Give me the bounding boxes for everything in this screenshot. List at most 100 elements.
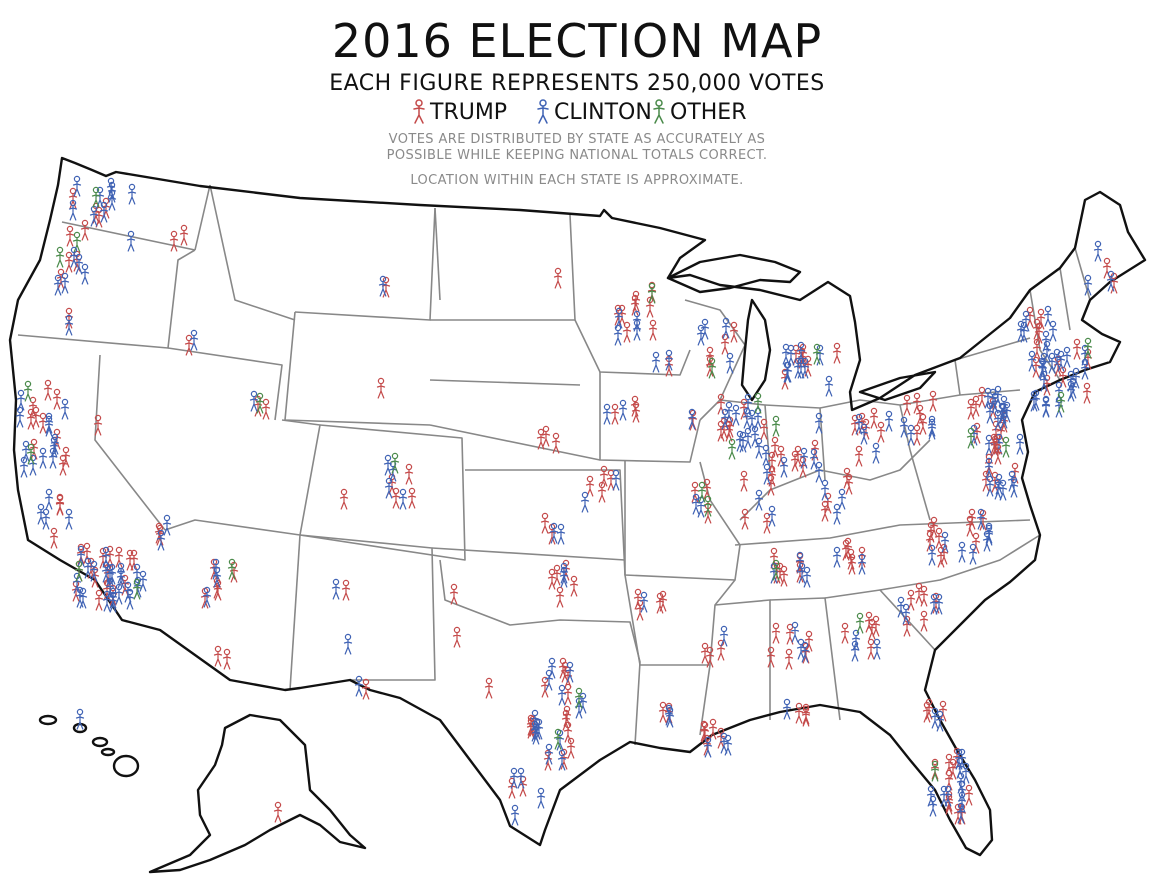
clinton-voter-figure — [123, 581, 133, 603]
state-border — [17, 249, 196, 349]
clinton-voter-figure — [331, 578, 341, 600]
other-voter-figure — [91, 186, 101, 208]
trump-voter-figure — [977, 386, 987, 408]
clinton-voter-figure — [76, 545, 86, 567]
clinton-voter-figure — [993, 409, 1003, 431]
clinton-voter-figure — [1031, 389, 1041, 411]
trump-voter-figure — [854, 445, 864, 467]
state-border — [299, 534, 436, 681]
trump-voter-figure — [762, 512, 772, 534]
clinton-voter-figure — [632, 319, 642, 341]
clinton-voter-figure — [725, 352, 735, 374]
trump-voter-figure — [599, 465, 609, 487]
state-border — [739, 439, 931, 521]
trump-voter-figure — [919, 585, 929, 607]
trump-voter-figure — [876, 421, 886, 443]
other-voter-figure — [255, 392, 265, 414]
clinton-voter-figure — [565, 661, 575, 683]
trump-voter-figure — [407, 487, 417, 509]
other-voter-figure — [390, 452, 400, 474]
trump-voter-figure — [536, 428, 546, 450]
other-voter-figure — [23, 380, 33, 402]
clinton-voter-figure — [1016, 320, 1026, 342]
other-voter-figure — [74, 560, 84, 582]
clinton-voter-figure — [83, 557, 93, 579]
trump-voter-figure — [769, 547, 779, 569]
mainland-outline — [8, 156, 1147, 857]
clinton-voter-figure — [557, 684, 567, 706]
trump-voter-figure — [790, 450, 800, 472]
clinton-voter-figure — [750, 425, 760, 447]
trump-voter-figure — [804, 630, 814, 652]
other-voter-figure — [930, 760, 940, 782]
clinton-voter-figure — [800, 357, 810, 379]
clinton-voter-figure — [1056, 350, 1066, 372]
clinton-voter-figure — [639, 591, 649, 613]
trump-voter-figure — [566, 737, 576, 759]
legend: TRUMP CLINTON OTHER — [412, 98, 752, 126]
clinton-voter-figure — [1071, 367, 1081, 389]
clinton-voter-figure — [36, 503, 46, 525]
state-border — [879, 534, 1041, 591]
clinton-voter-figure — [985, 475, 995, 497]
clinton-voter-figure — [1083, 274, 1093, 296]
trump-voter-figure — [404, 463, 414, 485]
clinton-voter-figure — [1015, 433, 1025, 455]
state-border — [167, 347, 283, 421]
trump-voter-figure — [966, 398, 976, 420]
clinton-voter-figure — [53, 274, 63, 296]
clinton-voter-figure — [549, 522, 559, 544]
clinton-voter-figure — [383, 454, 393, 476]
trump-voter-figure — [540, 676, 550, 698]
clinton-voter-figure — [837, 488, 847, 510]
trump-voter-figure — [114, 546, 124, 568]
trump-voter-figure — [965, 515, 975, 537]
trump-voter-figure — [376, 377, 386, 399]
clinton-voter-figure — [101, 546, 111, 568]
trump-voter-figure — [610, 403, 620, 425]
clinton-voter-figure — [824, 375, 834, 397]
clinton-voter-figure — [1066, 380, 1076, 402]
trump-voter-figure — [361, 678, 371, 700]
trump-voter-figure — [912, 392, 922, 414]
state-border — [430, 214, 576, 321]
clinton-voter-figure — [796, 638, 806, 660]
trump-voter-figure — [928, 390, 938, 412]
clinton-voter-figure — [1093, 240, 1103, 262]
trump-voter-figure — [26, 408, 36, 430]
other-voter-figure — [855, 612, 865, 634]
other-voter-figure — [55, 246, 65, 268]
clinton-voter-figure — [556, 523, 566, 545]
hawaii-island — [91, 736, 109, 748]
trump-voter-figure — [630, 395, 640, 417]
clinton-voter-figure — [72, 175, 82, 197]
clinton-voter-figure — [743, 427, 753, 449]
clinton-voter-figure — [384, 477, 394, 499]
legend-item-clinton: CLINTON — [536, 98, 652, 126]
trump-voter-figure — [766, 646, 776, 668]
state-borders — [17, 184, 1091, 746]
trump-voter-figure — [569, 575, 579, 597]
note-line-2: POSSIBLE WHILE KEEPING NATIONAL TOTALS C… — [386, 148, 768, 163]
trump-voter-figure — [866, 638, 876, 660]
clinton-voter-figure — [993, 478, 1003, 500]
clinton-voter-figure — [990, 392, 1000, 414]
clinton-voter-figure — [940, 531, 950, 553]
clinton-voter-figure — [38, 447, 48, 469]
trump-voter-figure — [915, 404, 925, 426]
trump-voter-figure — [558, 657, 568, 679]
clinton-voter-figure — [961, 762, 971, 784]
trump-voter-figure — [690, 481, 700, 503]
clinton-voter-figure — [832, 546, 842, 568]
clinton-voter-figure — [779, 456, 789, 478]
trump-voter-figure — [767, 451, 777, 473]
clinton-voter-figure — [700, 318, 710, 340]
trump-voter-figure — [798, 456, 808, 478]
state-border — [624, 460, 741, 581]
trump-voter-figure — [49, 527, 59, 549]
clinton-voter-figure — [99, 201, 109, 223]
trump-voter-figure — [179, 224, 189, 246]
clinton-voter-figure — [132, 563, 142, 585]
trump-voter-figure — [720, 333, 730, 355]
clinton-voter-figure — [510, 804, 520, 826]
